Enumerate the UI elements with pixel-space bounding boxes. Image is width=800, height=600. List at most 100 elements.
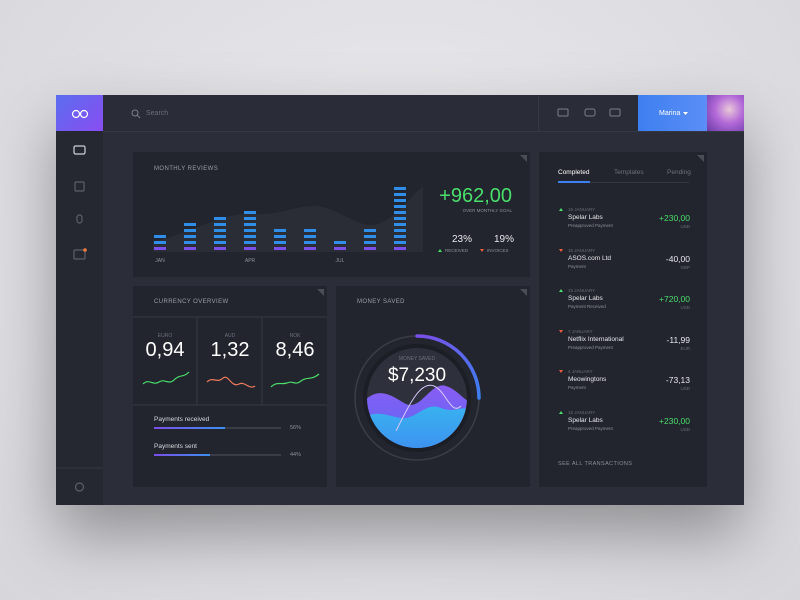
transaction-row[interactable]: 15 JANUARY ASOS.com Ltd Payment -40,00 GBP — [539, 248, 707, 284]
transaction-amount: +230,00 — [659, 213, 690, 223]
stat-value: 19% — [494, 234, 515, 245]
direction-arrow — [559, 248, 563, 252]
transaction-currency: EUR — [680, 345, 690, 351]
card-title: MONEY SAVED — [357, 299, 405, 305]
reviews-chart: JAN APR JUL — [153, 187, 423, 264]
dropdown-caret — [683, 112, 688, 115]
logo[interactable] — [56, 95, 103, 131]
transaction-date: 15 JANUARY — [568, 288, 596, 293]
transaction-description: Preapproved Payment — [568, 223, 613, 228]
see-all-link[interactable]: SEE ALL TRANSACTIONS — [558, 461, 633, 467]
transaction-name: Spelar Labs — [568, 214, 603, 221]
transaction-name: Spelar Labs — [568, 416, 603, 424]
bar — [184, 223, 196, 250]
progress-track — [154, 454, 281, 456]
direction-arrow — [559, 289, 563, 292]
transaction-name: Meowingtons — [568, 376, 607, 383]
transaction-date: 15 JANUARY — [568, 409, 596, 415]
transaction-date: 4 JANUARY — [568, 369, 593, 374]
stat-value: 23% — [452, 234, 473, 245]
user-name[interactable]: Marina — [659, 110, 681, 117]
x-label: APR — [245, 258, 256, 264]
search-input[interactable]: Search — [146, 110, 169, 117]
progress-bar — [154, 427, 226, 429]
transaction-currency: USD — [680, 224, 690, 229]
transaction-currency: USD — [680, 386, 690, 391]
bar — [364, 229, 376, 250]
transaction-description: Preapproved Payment — [568, 425, 613, 431]
transaction-row[interactable]: 4 JANUARY Meowingtons Payment -73,13 USD — [539, 369, 707, 405]
money-saved-card: MONEY SAVED MONEY SAVED $7,230 — [336, 286, 530, 487]
avatar[interactable] — [707, 95, 744, 131]
transaction-amount: -11,99 — [666, 334, 690, 345]
transaction-currency: USD — [680, 426, 690, 432]
search-icon — [131, 109, 141, 119]
currency-rate: 8,46 — [275, 339, 315, 361]
card-title: CURRENCY OVERVIEW — [154, 299, 229, 305]
goal-amount: +962,00 — [439, 185, 512, 207]
stat-label: RECEIVED — [445, 248, 469, 253]
tab[interactable]: Pending — [667, 169, 691, 176]
currency-grid — [133, 316, 327, 406]
transaction-amount: -73,13 — [665, 375, 690, 385]
transaction-row[interactable]: 15 JANUARY Spelar Labs Preapproved Payment… — [539, 207, 707, 243]
progress-label: 44% — [290, 452, 302, 458]
stat-arrow — [438, 249, 442, 252]
sidebar — [56, 95, 103, 505]
sidebar-icons[interactable] — [56, 131, 103, 505]
direction-arrow — [559, 208, 563, 211]
stat-label: INVOICES — [487, 248, 509, 253]
stat-arrow — [480, 249, 484, 252]
bar — [304, 229, 316, 250]
active-tab-indicator — [558, 181, 590, 183]
savings-gauge — [354, 334, 481, 461]
currency-code: NOK — [289, 333, 301, 339]
transaction-amount: +230,00 — [659, 415, 690, 426]
tab[interactable]: Completed — [558, 169, 590, 176]
payment-label: Payments received — [154, 416, 210, 423]
tab[interactable]: Templates — [614, 169, 644, 176]
bar — [274, 229, 286, 250]
transaction-list: 15 JANUARY Spelar Labs Preapproved Payment… — [539, 207, 707, 457]
progress-bar — [154, 454, 210, 456]
transaction-description: Payment — [568, 263, 586, 269]
x-label: JAN — [155, 258, 165, 264]
progress-label: 56% — [290, 425, 302, 431]
x-label: JUL — [336, 258, 345, 264]
card-title: MONTHLY REVIEWS — [154, 166, 219, 172]
currency-card: CURRENCY OVERVIEW EURO 0,94 AUD 1,32 NOK 8,46… — [133, 286, 327, 487]
monthly-reviews-card: MONTHLY REVIEWS JAN APR JUL +962,00 OVER M… — [133, 152, 530, 277]
transaction-date: 15 JANUARY — [568, 207, 596, 212]
transaction-date: 7 JANUARY — [568, 328, 593, 334]
currency-code: AUD — [224, 333, 236, 339]
currency-rate: 1,32 — [210, 339, 250, 361]
goal-caption: OVER MONTHLY GOAL — [462, 208, 512, 213]
toolbar-icons[interactable] — [554, 107, 624, 119]
transaction-description: Preapproved Payment — [568, 344, 613, 350]
transaction-description: Payment — [568, 385, 586, 390]
transaction-name: Spelar Labs — [568, 295, 603, 302]
top-bar — [103, 95, 744, 132]
direction-arrow — [559, 329, 563, 333]
transaction-amount: +720,00 — [659, 294, 690, 304]
transaction-name: Netflix International — [568, 335, 624, 343]
payment-label: Payments sent — [154, 443, 197, 450]
direction-arrow — [559, 410, 563, 414]
transaction-date: 15 JANUARY — [568, 247, 596, 253]
bar — [394, 187, 406, 250]
transaction-row[interactable]: 15 JANUARY Spelar Labs Preapproved Payment… — [539, 410, 707, 446]
transaction-currency: GBP — [680, 264, 690, 270]
transaction-amount: -40,00 — [665, 253, 690, 264]
tabs: Completed Templates Pending — [539, 152, 707, 186]
user-menu[interactable] — [638, 95, 707, 131]
transaction-row[interactable]: 7 JANUARY Netflix International Preapprove… — [539, 329, 707, 365]
stats: 23% RECEIVED 19% INVOICES — [438, 234, 518, 254]
app-window: Search Marina MONTHLY REVIEWS JAN APR JUL … — [56, 95, 744, 505]
bar — [244, 211, 256, 250]
tab-rule — [558, 182, 689, 183]
bar — [214, 217, 226, 250]
transaction-currency: USD — [680, 305, 690, 310]
payments: Payments received 56% Payments sent 44% — [133, 416, 327, 476]
transaction-row[interactable]: 15 JANUARY Spelar Labs Payment Received +72… — [539, 288, 707, 324]
